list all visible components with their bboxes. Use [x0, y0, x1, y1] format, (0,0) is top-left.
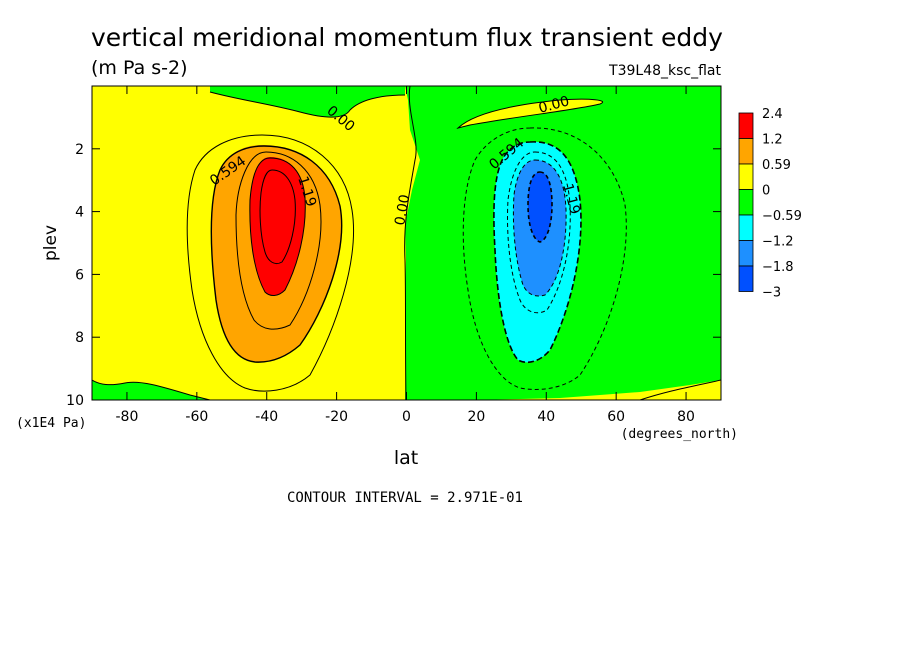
- colorbar-label: −1.8: [762, 260, 794, 275]
- x-tick-label: -40: [255, 409, 278, 425]
- colorbar-label: 1.2: [762, 133, 783, 148]
- x-axis-label: lat: [394, 447, 418, 469]
- colorbar: 2.4 1.2 0.59 0 −0.59 −1.2 −1.8 −3: [738, 107, 802, 301]
- x-tick-label: 80: [677, 409, 695, 425]
- y-tick-label: 10: [66, 393, 84, 409]
- x-tick-label: 0: [402, 409, 411, 425]
- colorbar-swatch: [738, 138, 754, 165]
- x-axis-units: (degrees_north): [621, 427, 738, 442]
- x-axis: -80 -60 -40 -20 0 20 40 60 80: [116, 86, 695, 425]
- y-axis-label: plev: [41, 225, 61, 261]
- colorbar-label: 0: [762, 184, 770, 199]
- contour-label: 0.00: [537, 93, 571, 117]
- chart-title: vertical meridional momentum flux transi…: [91, 23, 723, 52]
- x-tick-label: 40: [537, 409, 555, 425]
- contour-label: 1.19: [559, 182, 583, 216]
- colorbar-swatch: [738, 240, 754, 267]
- colorbar-swatch: [738, 214, 754, 241]
- contour-lines: [92, 86, 721, 400]
- x-tick-label: 20: [467, 409, 485, 425]
- negative-lobe-core: [528, 172, 552, 242]
- contour-label: 0.00: [392, 193, 413, 226]
- negative-pocket-bottom: [92, 380, 210, 400]
- negative-pocket-top: [210, 86, 405, 118]
- run-label: T39L48_ksc_flat: [608, 63, 721, 79]
- y-tick-label: 2: [75, 142, 84, 158]
- colorbar-label: 0.59: [762, 158, 791, 173]
- x-tick-label: -20: [325, 409, 348, 425]
- colorbar-label: −1.2: [762, 235, 794, 250]
- colorbar-swatch: [738, 189, 754, 216]
- positive-lobe-inner: [249, 157, 306, 296]
- plot-area: 0.00 0.00 0.00 0.594 1.19 0.594 1.19: [91, 85, 722, 401]
- colorbar-swatch: [738, 163, 754, 190]
- colorbar-label: 2.4: [762, 107, 783, 122]
- y-axis-units: (x1E4 Pa): [16, 416, 86, 431]
- colorbar-label: −3: [762, 286, 781, 301]
- y-tick-label: 8: [75, 330, 84, 346]
- negative-contour-lines: [462, 127, 627, 390]
- x-tick-label: 60: [607, 409, 625, 425]
- contour-interval: CONTOUR INTERVAL = 2.971E-01: [287, 490, 523, 506]
- colorbar-label: −0.59: [762, 209, 802, 224]
- positive-pocket-corner: [640, 380, 721, 400]
- y-tick-label: 6: [75, 267, 84, 283]
- units-label: (m Pa s-2): [91, 57, 188, 79]
- y-axis: 2 4 6 8 10: [66, 142, 721, 409]
- x-tick-label: -80: [116, 409, 139, 425]
- y-tick-label: 4: [75, 205, 84, 221]
- colorbar-swatch: [738, 265, 754, 292]
- x-tick-label: -60: [185, 409, 208, 425]
- colorbar-swatch: [738, 112, 754, 139]
